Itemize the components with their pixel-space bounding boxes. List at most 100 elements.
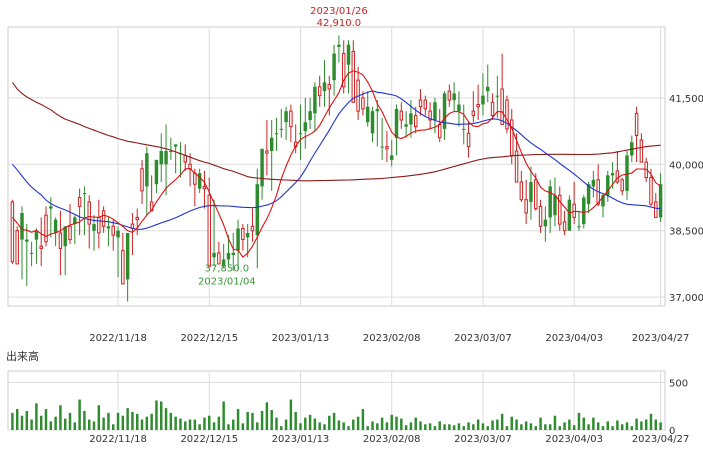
candle-body-down — [423, 99, 428, 110]
candle-body-down — [97, 216, 101, 234]
candle-body-down — [615, 170, 620, 183]
volume-bar — [92, 421, 96, 430]
y-tick-label: 38,500 — [669, 227, 703, 238]
volume-bar — [529, 423, 533, 430]
candle-body-down — [341, 53, 346, 88]
candle-body-down — [317, 86, 322, 97]
y-tick-label: 41,500 — [669, 94, 703, 105]
candle-body-down — [654, 201, 658, 218]
candle-body-down — [620, 179, 624, 192]
volume-bar — [592, 417, 595, 430]
candle-body-down — [87, 201, 91, 225]
volume-bar — [433, 426, 437, 430]
x-tick-label: 2023/04/27 — [632, 333, 690, 344]
volume-bar — [222, 401, 225, 430]
candle-body-up — [164, 151, 168, 165]
candle-body-up — [221, 259, 226, 267]
x-tick-label: 2023/02/08 — [363, 333, 421, 344]
candle-body-down — [15, 230, 19, 265]
volume-bar — [414, 417, 417, 430]
candle-body-up — [73, 217, 77, 225]
candle-body-down — [649, 177, 653, 205]
volume-bar — [208, 415, 211, 430]
candle-body-up — [404, 124, 408, 127]
candle-body-down — [447, 90, 452, 101]
volume-x-tick-label: 2023/04/27 — [632, 434, 690, 445]
volume-bar — [366, 426, 369, 430]
volume-bar — [212, 422, 216, 430]
volume-bar — [275, 417, 278, 430]
volume-bar — [486, 426, 489, 430]
volume-bar — [476, 419, 480, 430]
volume-x-tick-label: 2022/11/18 — [89, 434, 147, 445]
candle-body-down — [490, 101, 495, 117]
volume-bar — [520, 424, 523, 430]
x-tick-label: 2022/12/15 — [180, 333, 238, 344]
volume-bar — [83, 410, 86, 430]
candle-body-up — [606, 175, 610, 196]
low-annotation-date: 2023/01/04 — [198, 277, 256, 288]
volume-bar — [328, 415, 331, 430]
candle-body-down — [519, 181, 524, 201]
volume-bar — [25, 410, 29, 430]
candle-body-up — [586, 184, 591, 205]
candle-body-down — [202, 185, 207, 190]
volume-bar — [419, 421, 422, 430]
candle-body-down — [265, 150, 269, 154]
candle-body-up — [365, 106, 370, 123]
candle-body-down — [514, 150, 519, 183]
candle-body-down — [510, 119, 514, 156]
candle-body-down — [39, 245, 43, 249]
candle-body-down — [10, 201, 15, 263]
candle-body-up — [462, 128, 466, 130]
candle-body-down — [534, 179, 538, 210]
low-annotation-value: 37,850.0 — [205, 264, 250, 275]
volume-plot-frame — [7, 370, 666, 431]
volume-bar — [601, 426, 605, 430]
candle-body-down — [466, 132, 471, 148]
volume-bar — [481, 423, 485, 430]
volume-bar — [496, 419, 499, 430]
candle-body-down — [572, 203, 576, 218]
volume-bar — [280, 426, 283, 430]
volume-bar — [145, 416, 149, 430]
volume-bar — [236, 409, 240, 430]
candle-body-up — [145, 153, 149, 187]
candle-body-down — [639, 139, 644, 163]
volume-bar — [73, 422, 77, 430]
candle-body-down — [289, 110, 293, 128]
candle-body-up — [610, 173, 615, 176]
candle-body-down — [193, 172, 197, 185]
volume-bar — [443, 424, 446, 430]
volume-bar — [553, 415, 557, 430]
volume-bar — [150, 413, 153, 430]
volume-bar — [140, 419, 144, 430]
candle-body-up — [20, 213, 24, 240]
volume-bar — [505, 426, 509, 430]
candle-body-up — [154, 159, 159, 185]
candle-body-up — [658, 184, 663, 218]
candle-body-down — [471, 110, 476, 117]
y-tick-label: 37,000 — [669, 293, 703, 304]
candle-body-up — [625, 155, 629, 191]
volume-bar — [452, 425, 456, 430]
high-annotation-date: 2023/01/26 — [310, 6, 368, 17]
volume-bar — [188, 419, 192, 430]
candle-body-up — [389, 155, 394, 160]
volume-bar — [251, 412, 254, 430]
candle-body-up — [481, 95, 485, 105]
candle-body-down — [327, 84, 332, 90]
candle-body-up — [591, 179, 596, 187]
candle-body-up — [125, 232, 130, 280]
candle-body-up — [231, 252, 235, 256]
volume-x-tick-label: 2022/12/15 — [180, 434, 238, 445]
candle-body-down — [500, 88, 504, 125]
candle-body-up — [226, 252, 231, 260]
volume-bar — [308, 414, 312, 430]
volume-bar — [654, 419, 658, 430]
volume-bar — [30, 419, 33, 430]
candle-body-up — [332, 53, 336, 81]
volume-bar — [510, 416, 513, 430]
candle-body-down — [399, 110, 404, 121]
candle-body-down — [418, 99, 423, 108]
